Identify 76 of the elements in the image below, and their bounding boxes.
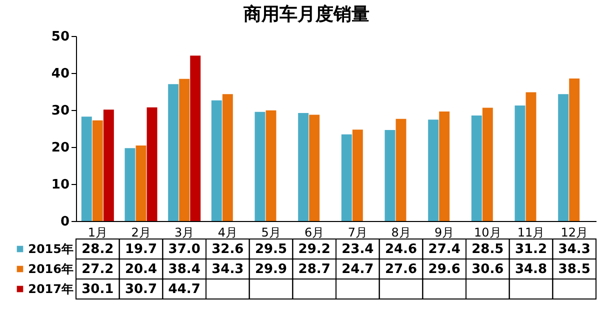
bar <box>222 94 233 221</box>
y-tick-label: 30 <box>51 104 70 118</box>
y-tick-label: 40 <box>51 66 70 82</box>
data-label: 30.7 <box>124 282 158 297</box>
x-tick-label: 4月 <box>218 226 238 240</box>
x-tick-label: 5月 <box>261 226 281 240</box>
data-label: 28.5 <box>472 242 504 257</box>
data-label: 29.5 <box>254 242 288 257</box>
bar <box>190 56 201 221</box>
bar <box>482 108 493 221</box>
y-tick-label: 20 <box>51 140 70 156</box>
data-label: 38.5 <box>558 262 590 277</box>
data-label: 20.4 <box>124 262 158 277</box>
bar <box>298 112 309 221</box>
data-label: 19.7 <box>124 242 158 257</box>
bar <box>254 112 266 221</box>
legend-label: 2015年 <box>28 242 74 256</box>
data-label: 38.4 <box>168 262 200 277</box>
x-tick-label: 9月 <box>434 226 454 240</box>
x-tick-label: 8月 <box>391 226 411 240</box>
bar <box>124 148 136 221</box>
data-label: 32.6 <box>212 242 244 257</box>
data-label: 27.2 <box>82 262 114 277</box>
legend-label: 2017年 <box>28 282 74 296</box>
data-label: 30.6 <box>472 262 504 277</box>
bar <box>92 120 103 221</box>
bar <box>81 116 92 221</box>
bar <box>558 94 569 221</box>
bar <box>146 107 158 221</box>
bar <box>439 111 450 221</box>
data-label: 34.3 <box>558 242 590 257</box>
bar <box>428 120 439 221</box>
bar <box>396 118 406 221</box>
data-label: 37.0 <box>168 242 200 257</box>
bar <box>471 116 482 221</box>
data-label: 31.2 <box>514 242 548 257</box>
chart-title: 商用车月度销量 <box>242 4 370 25</box>
bar <box>179 78 190 221</box>
x-tick-label: 2月 <box>131 226 151 240</box>
x-tick-label: 10月 <box>474 226 502 240</box>
data-label: 30.1 <box>82 282 114 297</box>
data-label: 29.2 <box>298 242 330 257</box>
bar <box>352 130 363 221</box>
bar <box>514 106 526 221</box>
y-tick-label: 50 <box>51 30 70 44</box>
data-label: 28.2 <box>82 242 114 257</box>
data-label: 44.7 <box>168 282 200 297</box>
x-tick-label: 6月 <box>304 226 324 240</box>
data-label: 34.3 <box>212 262 244 277</box>
bar <box>103 110 114 221</box>
x-tick-label: 7月 <box>348 226 368 240</box>
x-tick-label: 11月 <box>517 226 545 240</box>
y-tick-label: 0 <box>60 214 70 230</box>
bar <box>309 114 320 221</box>
bar <box>526 92 536 221</box>
data-label: 27.4 <box>428 242 460 257</box>
y-tick-label: 10 <box>51 178 70 192</box>
data-label: 29.9 <box>254 262 288 277</box>
data-label: 23.4 <box>342 242 374 257</box>
bar <box>384 130 396 221</box>
bar <box>168 84 179 221</box>
data-label: 29.6 <box>428 262 460 277</box>
data-label: 24.6 <box>384 242 418 257</box>
bar <box>341 134 352 221</box>
bar <box>211 100 222 221</box>
bar <box>266 110 276 221</box>
bar <box>136 146 146 221</box>
data-label: 34.8 <box>514 262 548 277</box>
x-tick-label: 3月 <box>174 226 194 240</box>
data-label: 24.7 <box>342 262 374 277</box>
legend-label: 2016年 <box>28 262 74 276</box>
bar <box>569 78 580 221</box>
data-label: 28.7 <box>298 262 330 277</box>
x-tick-label: 1月 <box>88 226 108 240</box>
x-tick-label: 12月 <box>560 226 588 240</box>
data-label: 27.6 <box>384 262 418 277</box>
